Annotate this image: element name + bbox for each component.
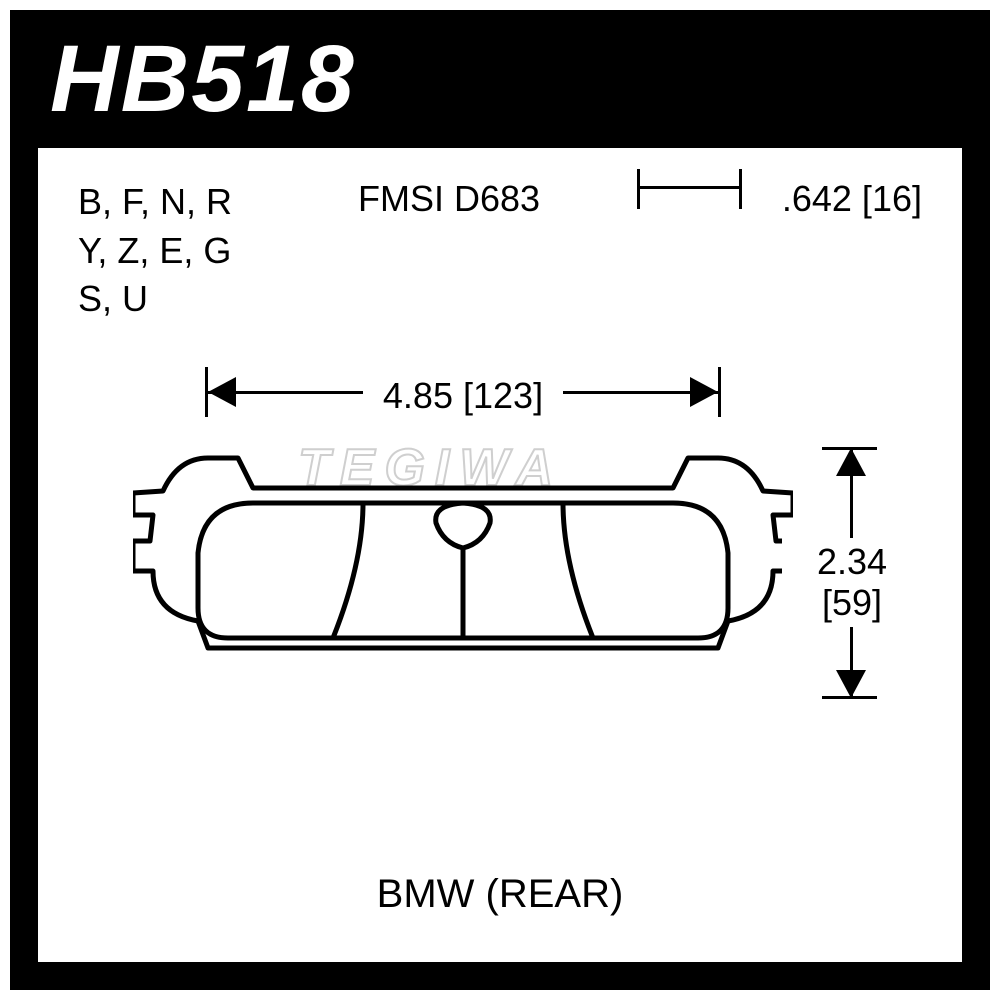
thickness-in: .642 <box>782 178 852 219</box>
spec-codes: B, F, N, R Y, Z, E, G S, U <box>78 178 318 324</box>
height-label: 2.34[59] <box>782 538 922 627</box>
width-label: 4.85 [123] <box>363 375 563 417</box>
thickness-mm: 16 <box>872 178 912 219</box>
info-row: B, F, N, R Y, Z, E, G S, U FMSI D683 .64… <box>78 178 922 324</box>
height-dimension: 2.34[59] <box>792 448 912 698</box>
width-ext-right <box>718 367 721 417</box>
spec-frame: HB518 B, F, N, R Y, Z, E, G S, U FMSI D6… <box>10 10 990 990</box>
height-in: 2.34 <box>817 541 887 582</box>
fmsi-code: FMSI D683 <box>318 178 782 324</box>
thickness-indicator <box>637 186 742 189</box>
thickness-dim: .642 [16] <box>782 178 922 324</box>
content-area: B, F, N, R Y, Z, E, G S, U FMSI D683 .64… <box>38 148 962 962</box>
application-label: BMW (REAR) <box>38 872 962 917</box>
codes-line-2: Y, Z, E, G <box>78 227 318 276</box>
arrow-right-icon <box>690 377 718 407</box>
arrow-down-icon <box>836 670 866 698</box>
codes-line-3: S, U <box>78 275 318 324</box>
height-mm: 59 <box>832 582 872 623</box>
arrow-up-icon <box>836 448 866 476</box>
codes-line-1: B, F, N, R <box>78 178 318 227</box>
width-mm: 123 <box>473 375 533 416</box>
width-in: 4.85 <box>383 375 453 416</box>
part-number: HB518 <box>50 25 356 134</box>
header-bar: HB518 <box>10 10 990 148</box>
arrow-left-icon <box>208 377 236 407</box>
width-dimension: 4.85 [123] <box>208 373 718 413</box>
brake-pad-diagram <box>133 443 793 663</box>
